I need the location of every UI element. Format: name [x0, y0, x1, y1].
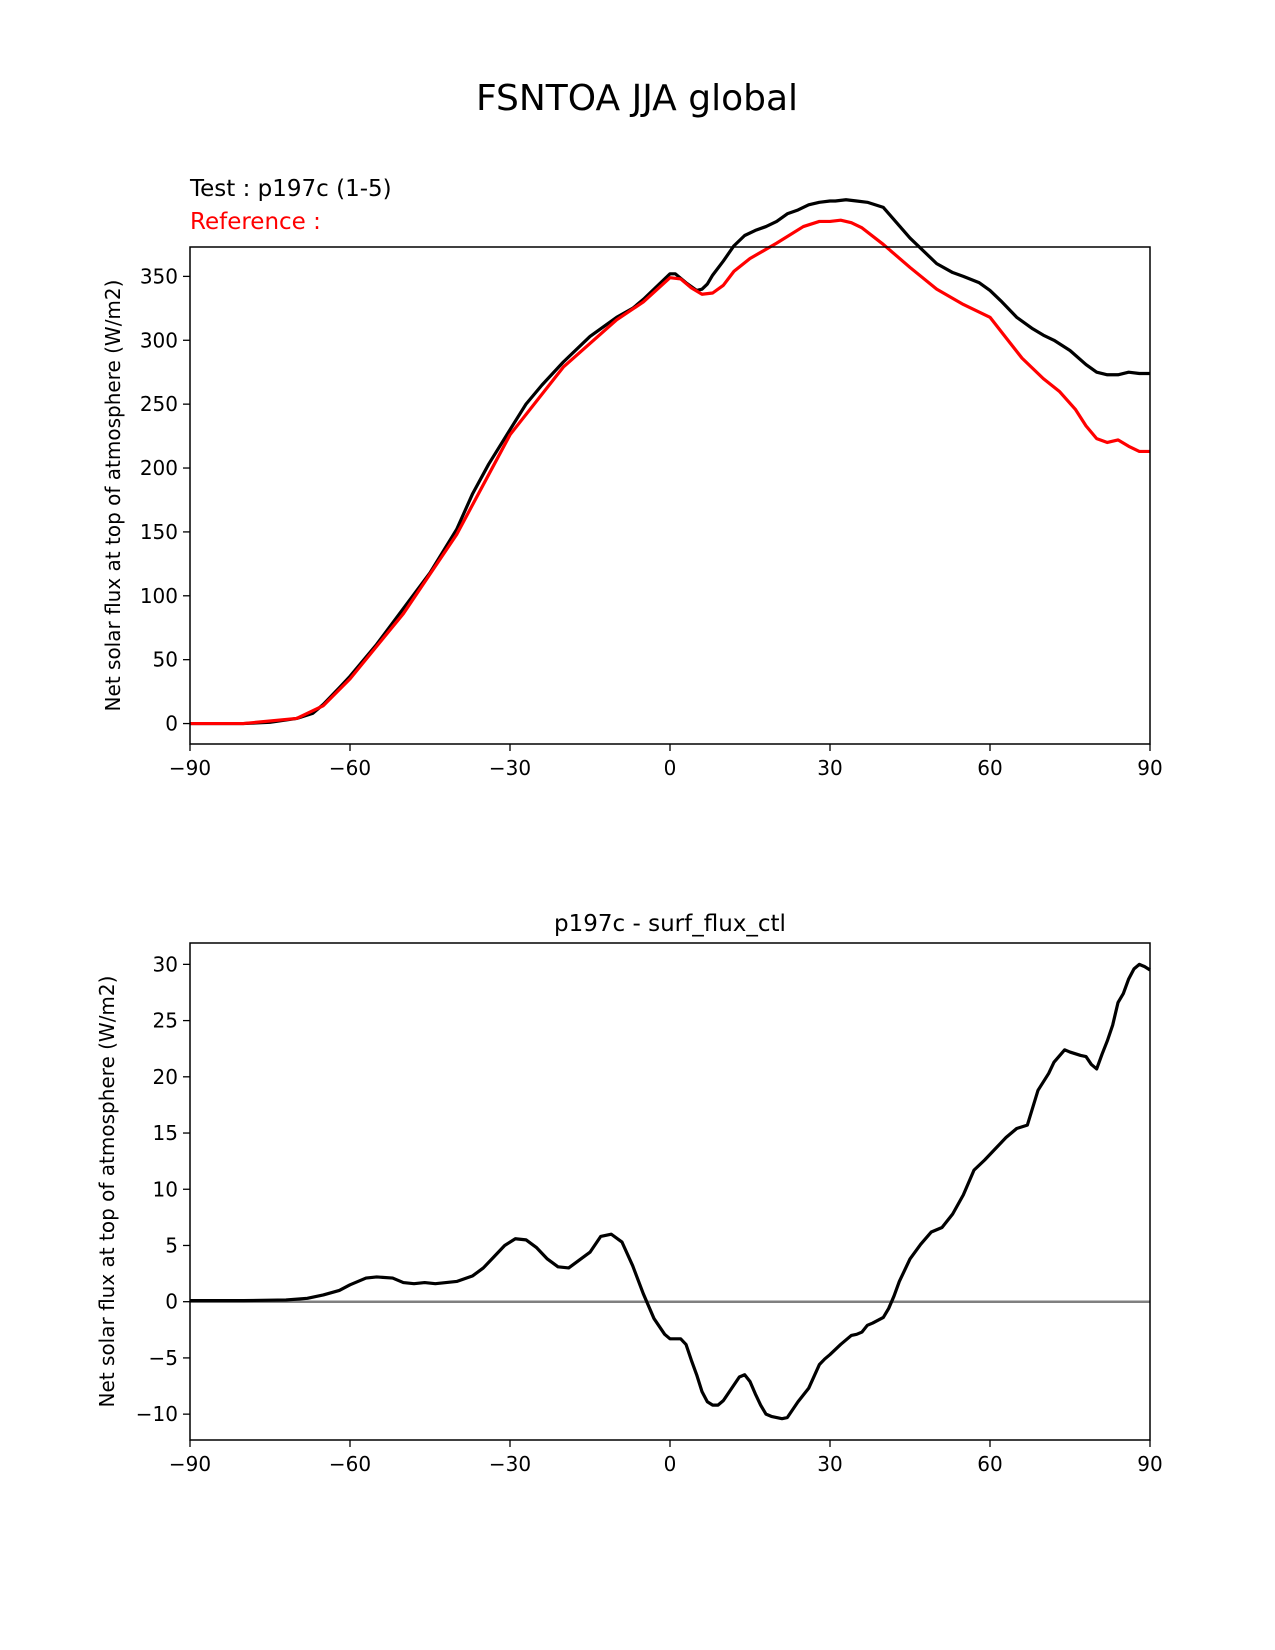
x-tick-label: 30 [817, 1452, 842, 1476]
plot-area: −90 −60 −30 0 30 60 90 −10 −5 0 5 10 15 20 25 30 [136, 942, 1163, 1476]
y-axis-label: Net solar flux at top of atmosphere (W/m… [101, 280, 125, 712]
y-tick-label: 200 [140, 456, 178, 480]
y-tick-label: 50 [153, 648, 178, 672]
y-tick-label: 10 [153, 1177, 178, 1201]
y-tick-label: −10 [136, 1402, 178, 1426]
y-tick-label: 150 [140, 520, 178, 544]
x-tick-label: −30 [489, 756, 531, 780]
y-tick-label: 300 [140, 328, 178, 352]
x-tick-label: 90 [1137, 1452, 1162, 1476]
x-tick-label: −60 [329, 756, 371, 780]
x-tick-label: 30 [817, 756, 842, 780]
series-line-difference [190, 962, 1151, 1421]
y-tick-label: 250 [140, 392, 178, 416]
series-line-reference [190, 218, 1150, 726]
y-tick-label: 25 [153, 1009, 178, 1033]
x-tick-label: 60 [977, 1452, 1002, 1476]
x-tick-label: 60 [977, 756, 1002, 780]
x-tick-label: −60 [329, 1452, 371, 1476]
x-tick-label: −90 [169, 756, 211, 780]
axes-frame [189, 246, 1151, 745]
bottom-line-chart: p197c - surf_flux_ctl Net solar flux at … [95, 911, 1163, 1476]
x-tick-label: 90 [1137, 756, 1162, 780]
y-tick-label: −5 [149, 1346, 178, 1370]
legend-test-label: Test : p197c (1-5) [189, 176, 392, 202]
y-axis-label: Net solar flux at top of atmosphere (W/m… [95, 976, 119, 1408]
y-tick-label: 15 [153, 1121, 178, 1145]
y-tick-label: 100 [140, 584, 178, 608]
y-tick-label: 30 [153, 952, 178, 976]
y-tick-label: 20 [153, 1065, 178, 1089]
x-tick-label: −30 [489, 1452, 531, 1476]
y-tick-label: 350 [140, 264, 178, 288]
y-tick-label: 0 [165, 1290, 178, 1314]
legend-reference-label: Reference : [190, 209, 321, 235]
axes-frame [189, 942, 1151, 1441]
x-tick-label: −90 [169, 1452, 211, 1476]
plot-area: −90 −60 −30 0 30 60 90 0 50 100 150 200 250 300 350 [140, 198, 1163, 780]
x-tick-label: 0 [664, 1452, 677, 1476]
figure-title: FSNTOA JJA global [476, 78, 798, 119]
chart-title: p197c - surf_flux_ctl [554, 911, 786, 937]
x-tick-label: 0 [664, 756, 677, 780]
top-line-chart: Test : p197c (1-5) Reference : Net solar… [101, 176, 1163, 780]
y-tick-label: 0 [165, 712, 178, 736]
y-tick-label: 5 [165, 1233, 178, 1257]
